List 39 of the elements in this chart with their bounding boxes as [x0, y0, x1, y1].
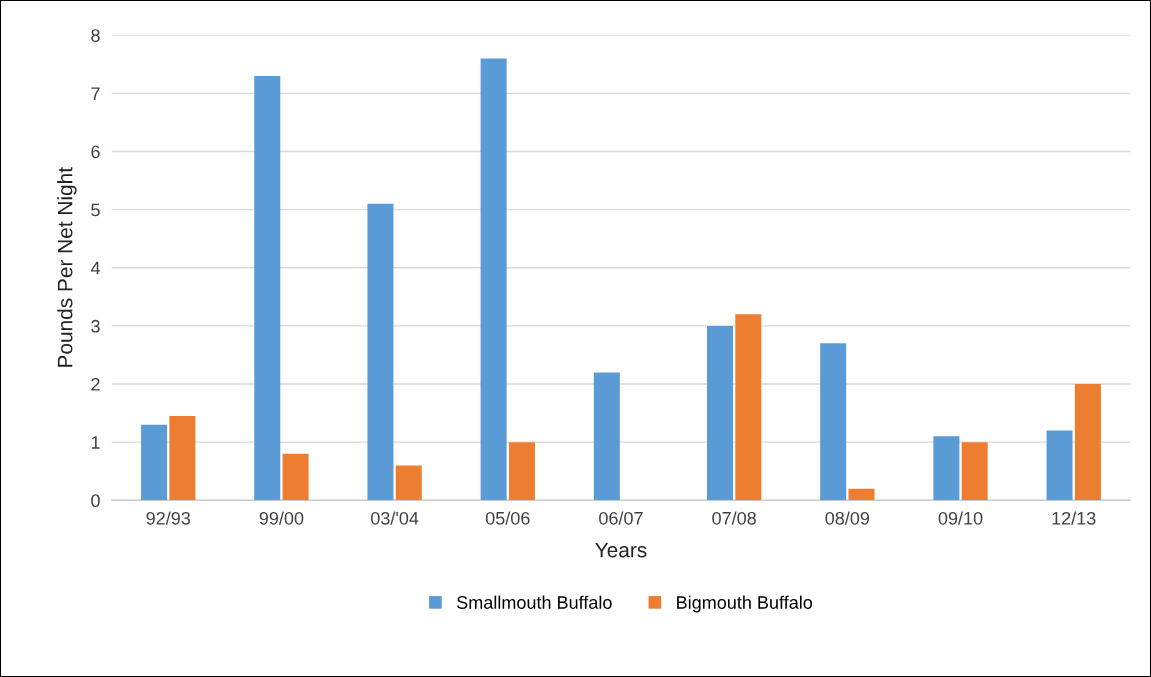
- y-tick-label: 6: [91, 145, 100, 159]
- x-tick-label: 07/08: [712, 511, 756, 525]
- bar: [367, 203, 394, 501]
- y-tick-label: 1: [91, 436, 100, 449]
- y-tick-label: 8: [91, 29, 100, 42]
- bar: [593, 372, 620, 501]
- bar: [508, 442, 535, 501]
- x-tick-label: 06/07: [599, 511, 643, 525]
- bar: [141, 424, 168, 501]
- y-tick-label: 3: [91, 319, 100, 333]
- bar: [848, 488, 875, 501]
- x-tick-label: 09/10: [938, 511, 983, 525]
- bar: [169, 416, 196, 501]
- bar: [706, 325, 734, 501]
- bar: [282, 453, 309, 501]
- x-tick-label: 03/'04: [370, 511, 419, 525]
- y-tick-label: 5: [91, 203, 100, 217]
- y-tick-label: 0: [91, 494, 100, 508]
- bar: [1046, 430, 1073, 501]
- x-axis-title: Years: [595, 542, 647, 558]
- x-tick-label: 12/13: [1052, 511, 1096, 525]
- y-tick-label: 2: [91, 377, 100, 391]
- bar: [395, 465, 422, 501]
- bar: [961, 442, 988, 501]
- bar: [254, 75, 281, 501]
- x-tick-label: 08/09: [825, 511, 870, 525]
- legend-label: Bigmouth Buffalo: [677, 595, 813, 613]
- bar: [1074, 384, 1101, 501]
- bar: [933, 436, 960, 501]
- bar: [480, 58, 507, 501]
- x-tick-label: 05/06: [485, 511, 530, 525]
- y-tick-label: 7: [91, 87, 100, 100]
- y-axis-title: Pounds Per Net Night: [57, 167, 77, 367]
- legend-label: Smallmouth Buffalo: [457, 595, 612, 609]
- bar: [820, 343, 847, 501]
- bar: [735, 314, 762, 501]
- y-tick-label: 4: [90, 261, 101, 275]
- x-tick-label: 99/00: [259, 511, 304, 525]
- x-tick-label: 92/93: [146, 511, 191, 525]
